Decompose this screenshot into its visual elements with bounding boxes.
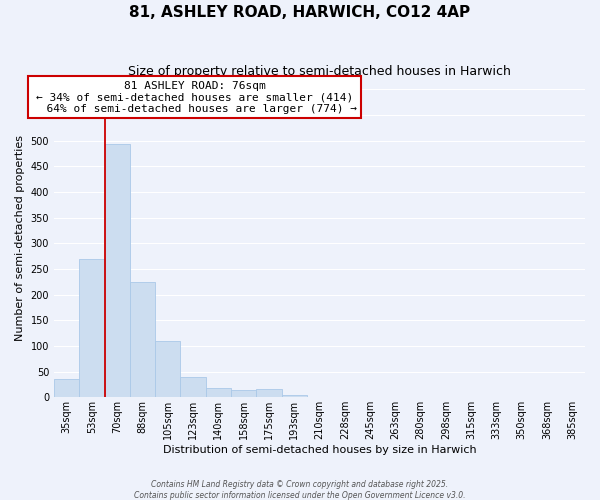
Bar [231,390,256,398]
Bar [155,342,181,398]
Y-axis label: Number of semi-detached properties: Number of semi-detached properties [15,135,25,341]
Bar [206,388,231,398]
Bar [130,282,155,398]
Bar [281,394,307,398]
Bar [181,377,206,398]
X-axis label: Distribution of semi-detached houses by size in Harwich: Distribution of semi-detached houses by … [163,445,476,455]
Bar [104,144,130,398]
Text: 81 ASHLEY ROAD: 76sqm
← 34% of semi-detached houses are smaller (414)
  64% of s: 81 ASHLEY ROAD: 76sqm ← 34% of semi-deta… [33,81,357,114]
Title: Size of property relative to semi-detached houses in Harwich: Size of property relative to semi-detach… [128,65,511,78]
Bar [256,388,281,398]
Bar [79,259,104,398]
Text: Contains HM Land Registry data © Crown copyright and database right 2025.
Contai: Contains HM Land Registry data © Crown c… [134,480,466,500]
Bar [54,380,79,398]
Text: 81, ASHLEY ROAD, HARWICH, CO12 4AP: 81, ASHLEY ROAD, HARWICH, CO12 4AP [130,5,470,20]
